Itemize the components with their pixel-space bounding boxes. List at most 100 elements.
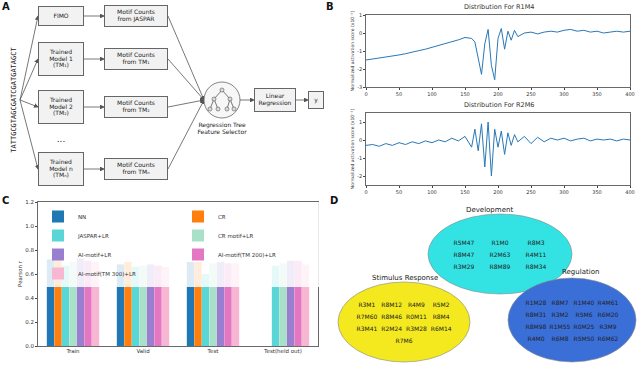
svg-text:-2: -2	[357, 66, 362, 72]
html-text:(TM₂): (TM₂)	[53, 109, 69, 117]
html-text:R8M3: R8M3	[527, 238, 545, 246]
html-text:R5M2: R5M2	[432, 300, 450, 308]
svg-text:300: 300	[559, 189, 569, 195]
svg-text:300: 300	[559, 91, 569, 97]
svg-text:250: 250	[526, 189, 536, 195]
html-text:Regulation: Regulation	[562, 268, 600, 276]
html-text:R4M9: R4M9	[407, 300, 425, 308]
svg-text:Test(held out): Test(held out)	[263, 348, 302, 354]
svg-text:400: 400	[625, 91, 635, 97]
svg-text:0.4: 0.4	[25, 295, 34, 301]
html-text:Development: Development	[466, 206, 514, 214]
svg-text:Pearson r: Pearson r	[17, 260, 23, 287]
html-text:R6M14: R6M14	[430, 324, 452, 332]
svg-text:AI-motif(TM 300)+LR: AI-motif(TM 300)+LR	[78, 271, 136, 277]
svg-text:200: 200	[493, 91, 503, 97]
html-text:R7M60: R7M60	[356, 312, 378, 320]
svg-text:CR motif+LR: CR motif+LR	[218, 233, 253, 239]
html-text:R8M12: R8M12	[381, 300, 402, 308]
svg-text:-3: -3	[357, 84, 362, 90]
html-text:R5M47: R5M47	[453, 238, 475, 246]
html-text:Stimulus Response: Stimulus Response	[372, 274, 439, 282]
html-text:R0M11: R0M11	[406, 312, 427, 320]
svg-text:Test: Test	[207, 348, 220, 354]
svg-text:0.0: 0.0	[25, 343, 34, 349]
html-text:R1M28: R1M28	[525, 298, 547, 306]
svg-text:0: 0	[359, 137, 362, 143]
svg-text:Normalized activation score (x: Normalized activation score (x10⁻²)	[350, 109, 355, 190]
svg-text:Distribution For R2M6: Distribution For R2M6	[464, 101, 535, 109]
html-text:Motif Counts: Motif Counts	[117, 99, 155, 107]
svg-text:Valid: Valid	[136, 348, 149, 354]
html-text:B: B	[326, 1, 334, 12]
html-text:R3M1: R3M1	[358, 300, 376, 308]
html-text:R8M31: R8M31	[525, 310, 547, 318]
svg-text:1.2: 1.2	[25, 199, 34, 205]
html-text:R8M46: R8M46	[381, 312, 402, 320]
svg-text:350: 350	[592, 189, 602, 195]
svg-text:1.0: 1.0	[25, 223, 34, 229]
svg-text:JASPAR+LR: JASPAR+LR	[77, 233, 109, 240]
html-text:R1M40 R4M61: R1M40 R4M61	[573, 298, 619, 306]
svg-text:Normalized activation score (x: Normalized activation score (x10⁻²)	[350, 11, 355, 92]
svg-text:100: 100	[427, 91, 437, 97]
html-text:Motif Counts: Motif Counts	[117, 161, 155, 169]
html-text:Trained: Trained	[50, 157, 72, 165]
svg-text:1: 1	[359, 12, 362, 18]
html-text:Model 2: Model 2	[49, 102, 73, 110]
html-text:R8M4: R8M4	[432, 312, 450, 320]
svg-text:50: 50	[396, 91, 402, 97]
svg-text:-1: -1	[357, 48, 362, 54]
svg-text:0: 0	[359, 30, 362, 36]
svg-text:1: 1	[359, 119, 362, 125]
html-text:R3M41: R3M41	[356, 324, 378, 332]
html-text:R8M89: R8M89	[489, 262, 511, 270]
html-text:R4M11: R4M11	[525, 250, 547, 258]
html-text:R8M34: R8M34	[525, 262, 547, 270]
svg-text:Distribution For R1M4: Distribution For R1M4	[464, 3, 535, 11]
html-text:D: D	[330, 195, 339, 206]
svg-text:0.6: 0.6	[25, 271, 34, 277]
svg-text:50: 50	[396, 189, 402, 195]
svg-text:AI-motif+LR: AI-motif+LR	[78, 252, 111, 258]
svg-text:350: 350	[592, 91, 602, 97]
html-text:Model 1: Model 1	[49, 54, 73, 62]
html-text:R1M0: R1M0	[491, 238, 509, 246]
html-text:A: A	[2, 1, 10, 12]
svg-text:0: 0	[364, 189, 367, 195]
html-text:Motif Counts: Motif Counts	[117, 8, 155, 16]
svg-text:Train: Train	[65, 348, 80, 354]
svg-text:CR: CR	[218, 214, 226, 220]
html-text:Trained: Trained	[50, 47, 72, 55]
html-text:(TMₙ): (TMₙ)	[53, 171, 69, 179]
svg-text:0.2: 0.2	[25, 319, 34, 325]
svg-text:0: 0	[364, 91, 367, 97]
html-text:Linear Regression: Linear Regression	[258, 92, 292, 106]
svg-text:0.8: 0.8	[25, 247, 34, 253]
html-text:Trained: Trained	[50, 95, 72, 103]
html-text:C: C	[2, 195, 10, 206]
svg-text:NN: NN	[78, 214, 86, 220]
svg-text:AI-motif(TM 200)+LR: AI-motif(TM 200)+LR	[218, 252, 276, 258]
html-text:R2M63: R2M63	[489, 250, 511, 258]
svg-text:200: 200	[493, 189, 503, 195]
html-text:R3M29: R3M29	[453, 262, 475, 270]
html-text:(TM₁): (TM₁)	[53, 61, 69, 69]
html-text:Model n: Model n	[49, 164, 73, 172]
html-text:Regression Tree Feature Select: Regression Tree Feature Selector	[197, 121, 247, 135]
svg-text:150: 150	[460, 91, 470, 97]
html-text:R2M24: R2M24	[381, 324, 402, 332]
html-text:FIMO: FIMO	[53, 11, 69, 19]
svg-text:150: 150	[460, 189, 470, 195]
svg-text:TATTGCGTAGCGATCGATGATAGCT: TATTGCGTAGCGATCGATGATAGCT	[10, 47, 18, 153]
html-text:R8M47: R8M47	[453, 250, 475, 258]
html-text:Motif Counts: Motif Counts	[117, 51, 155, 59]
html-text:R7M6: R7M6	[395, 336, 413, 344]
svg-text:-1: -1	[357, 155, 362, 161]
svg-text:-2: -2	[357, 173, 362, 179]
svg-text:100: 100	[427, 189, 437, 195]
svg-text:400: 400	[625, 189, 635, 195]
svg-text:250: 250	[526, 91, 536, 97]
html-text:R8M7: R8M7	[551, 298, 569, 306]
html-text:R3M28: R3M28	[406, 324, 427, 332]
